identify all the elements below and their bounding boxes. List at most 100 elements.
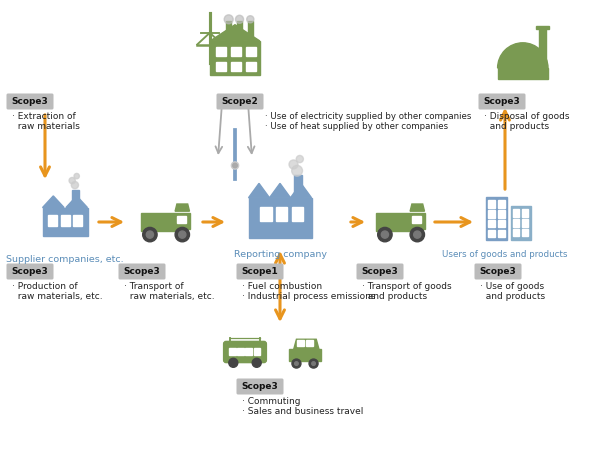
Bar (72, 189, 78, 207)
Bar (226, 21, 231, 41)
Bar (498, 220, 505, 227)
Polygon shape (43, 196, 64, 207)
Text: · Industrial process emissions: · Industrial process emissions (242, 292, 376, 301)
Bar (237, 347, 244, 355)
Bar (43, 207, 87, 236)
Polygon shape (66, 196, 87, 207)
Text: Reporting company: Reporting company (234, 250, 326, 259)
Polygon shape (249, 183, 311, 198)
Circle shape (382, 231, 389, 238)
Text: Scope3: Scope3 (241, 382, 279, 391)
Bar (412, 216, 421, 223)
Text: Scope3: Scope3 (123, 267, 161, 276)
Bar (237, 21, 242, 41)
Bar (488, 230, 495, 237)
Bar (216, 47, 226, 56)
Bar (488, 220, 495, 227)
Text: Scope3: Scope3 (483, 97, 521, 106)
Bar (486, 197, 507, 240)
Text: Scope2: Scope2 (222, 97, 258, 106)
Bar (141, 213, 175, 231)
Wedge shape (498, 43, 548, 68)
Bar (60, 215, 69, 225)
Circle shape (252, 358, 261, 367)
Circle shape (231, 162, 238, 169)
Text: · Transport of goods: · Transport of goods (362, 282, 452, 291)
Text: · Use of electricity supplied by other companies: · Use of electricity supplied by other c… (265, 112, 471, 121)
Text: Users of goods and products: Users of goods and products (442, 250, 568, 259)
Bar (410, 213, 425, 229)
Bar (498, 210, 505, 217)
Text: Scope3: Scope3 (480, 267, 516, 276)
Circle shape (146, 231, 153, 238)
Bar (246, 47, 256, 56)
Bar (513, 219, 519, 226)
Circle shape (309, 359, 318, 368)
Text: Scope3: Scope3 (362, 267, 398, 276)
Bar (522, 209, 528, 216)
Text: Supplier companies, etc.: Supplier companies, etc. (6, 255, 124, 264)
Bar (73, 215, 82, 225)
Bar (306, 340, 313, 346)
Text: · Use of goods: · Use of goods (480, 282, 544, 291)
Circle shape (69, 177, 75, 184)
Circle shape (296, 155, 304, 162)
Bar (247, 21, 253, 41)
Bar (253, 347, 260, 355)
Polygon shape (410, 204, 425, 211)
Circle shape (410, 227, 425, 242)
FancyBboxPatch shape (7, 94, 53, 109)
FancyBboxPatch shape (474, 264, 522, 279)
Text: Scope3: Scope3 (11, 267, 49, 276)
Circle shape (295, 362, 298, 365)
Text: raw materials, etc.: raw materials, etc. (12, 292, 102, 301)
Bar (513, 229, 519, 236)
Text: · Fuel combustion: · Fuel combustion (242, 282, 322, 291)
Bar (231, 47, 241, 56)
Polygon shape (175, 204, 189, 211)
Text: · Sales and business travel: · Sales and business travel (242, 407, 364, 416)
Bar (294, 175, 302, 198)
Circle shape (289, 160, 298, 169)
Bar (260, 207, 272, 221)
Circle shape (235, 15, 244, 23)
Bar (488, 210, 495, 217)
Bar (513, 209, 519, 216)
Bar (498, 230, 505, 237)
Bar (488, 200, 495, 207)
Bar (177, 216, 186, 223)
Text: and products: and products (484, 122, 549, 131)
Text: · Commuting: · Commuting (242, 397, 301, 406)
Circle shape (143, 227, 157, 242)
Circle shape (292, 359, 301, 368)
FancyBboxPatch shape (356, 264, 404, 279)
Bar (210, 41, 260, 75)
FancyBboxPatch shape (223, 342, 267, 363)
Bar (297, 340, 304, 346)
Bar (175, 213, 189, 229)
Bar (292, 207, 304, 221)
Circle shape (378, 227, 392, 242)
Bar (231, 62, 241, 71)
Circle shape (233, 163, 237, 168)
Bar (246, 347, 252, 355)
FancyBboxPatch shape (237, 378, 283, 395)
Bar (376, 213, 410, 231)
Circle shape (292, 165, 302, 176)
Text: · Extraction of: · Extraction of (12, 112, 75, 121)
Bar (229, 347, 235, 355)
Bar (246, 62, 256, 71)
Circle shape (247, 16, 254, 23)
Text: raw materials, etc.: raw materials, etc. (124, 292, 214, 301)
Text: and products: and products (362, 292, 427, 301)
Bar (539, 27, 546, 68)
Text: raw materials: raw materials (12, 122, 80, 131)
FancyBboxPatch shape (216, 94, 264, 109)
Circle shape (71, 181, 78, 189)
Circle shape (224, 15, 233, 24)
Bar (216, 62, 226, 71)
Bar (48, 215, 57, 225)
Bar (522, 229, 528, 236)
Bar (522, 219, 528, 226)
Circle shape (74, 173, 80, 179)
